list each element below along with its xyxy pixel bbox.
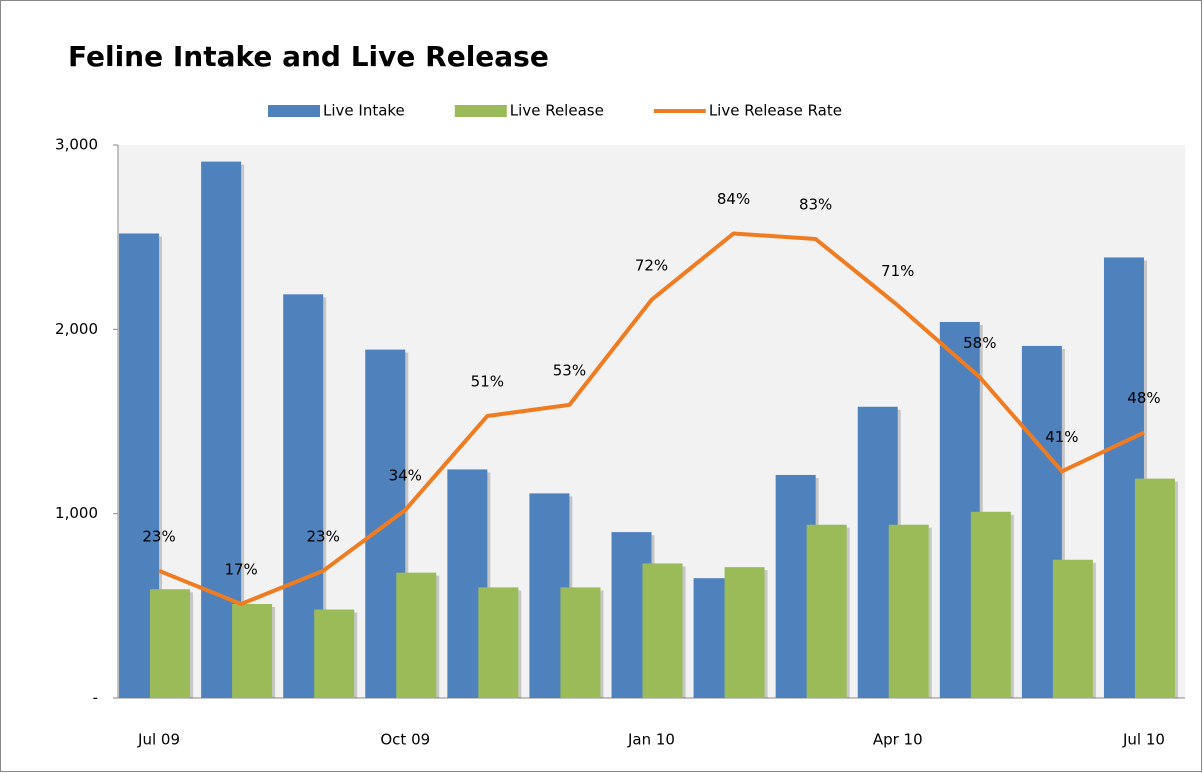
data-label: 17% — [224, 560, 257, 578]
bar — [478, 587, 519, 698]
legend-label: Live Intake — [323, 102, 405, 120]
data-label: 53% — [553, 361, 586, 379]
x-tick-label: Jul 10 — [1122, 731, 1165, 749]
y-tick-label: 3,000 — [55, 136, 98, 154]
bar — [560, 587, 601, 698]
y-tick-label: 1,000 — [55, 504, 98, 522]
data-label: 48% — [1127, 389, 1160, 407]
data-label: 83% — [799, 196, 832, 214]
x-tick-label: Jan 10 — [627, 731, 675, 749]
bar — [396, 572, 437, 698]
bar — [1052, 559, 1093, 698]
x-tick-label: Oct 09 — [380, 731, 430, 749]
data-label: 34% — [389, 466, 422, 484]
line — [158, 231, 1145, 606]
legend-swatch — [454, 105, 507, 117]
bar — [642, 563, 683, 698]
y-tick-label: 2,000 — [55, 320, 98, 338]
bar — [232, 603, 273, 698]
bar — [1134, 478, 1175, 698]
bar — [150, 589, 191, 698]
data-label: 41% — [1045, 428, 1078, 446]
bar — [888, 524, 929, 698]
data-label: 23% — [307, 527, 340, 545]
legend-label: Live Release Rate — [709, 102, 842, 120]
data-label: 58% — [963, 334, 996, 352]
data-label: 84% — [717, 190, 750, 208]
bar — [806, 524, 847, 698]
bar — [970, 511, 1011, 698]
data-label: 72% — [635, 256, 668, 274]
data-label: 23% — [142, 527, 175, 545]
x-tick-label: Apr 10 — [873, 731, 923, 749]
chart-title: Feline Intake and Live Release — [68, 40, 549, 73]
data-label: 71% — [881, 262, 914, 280]
data-label: 51% — [471, 372, 504, 390]
y-tick-label: - — [93, 689, 98, 707]
bar — [724, 567, 765, 698]
bar — [314, 609, 355, 698]
legend-swatch — [268, 105, 320, 117]
x-tick-label: Jul 09 — [137, 731, 180, 749]
legend-label: Live Release — [510, 102, 604, 120]
